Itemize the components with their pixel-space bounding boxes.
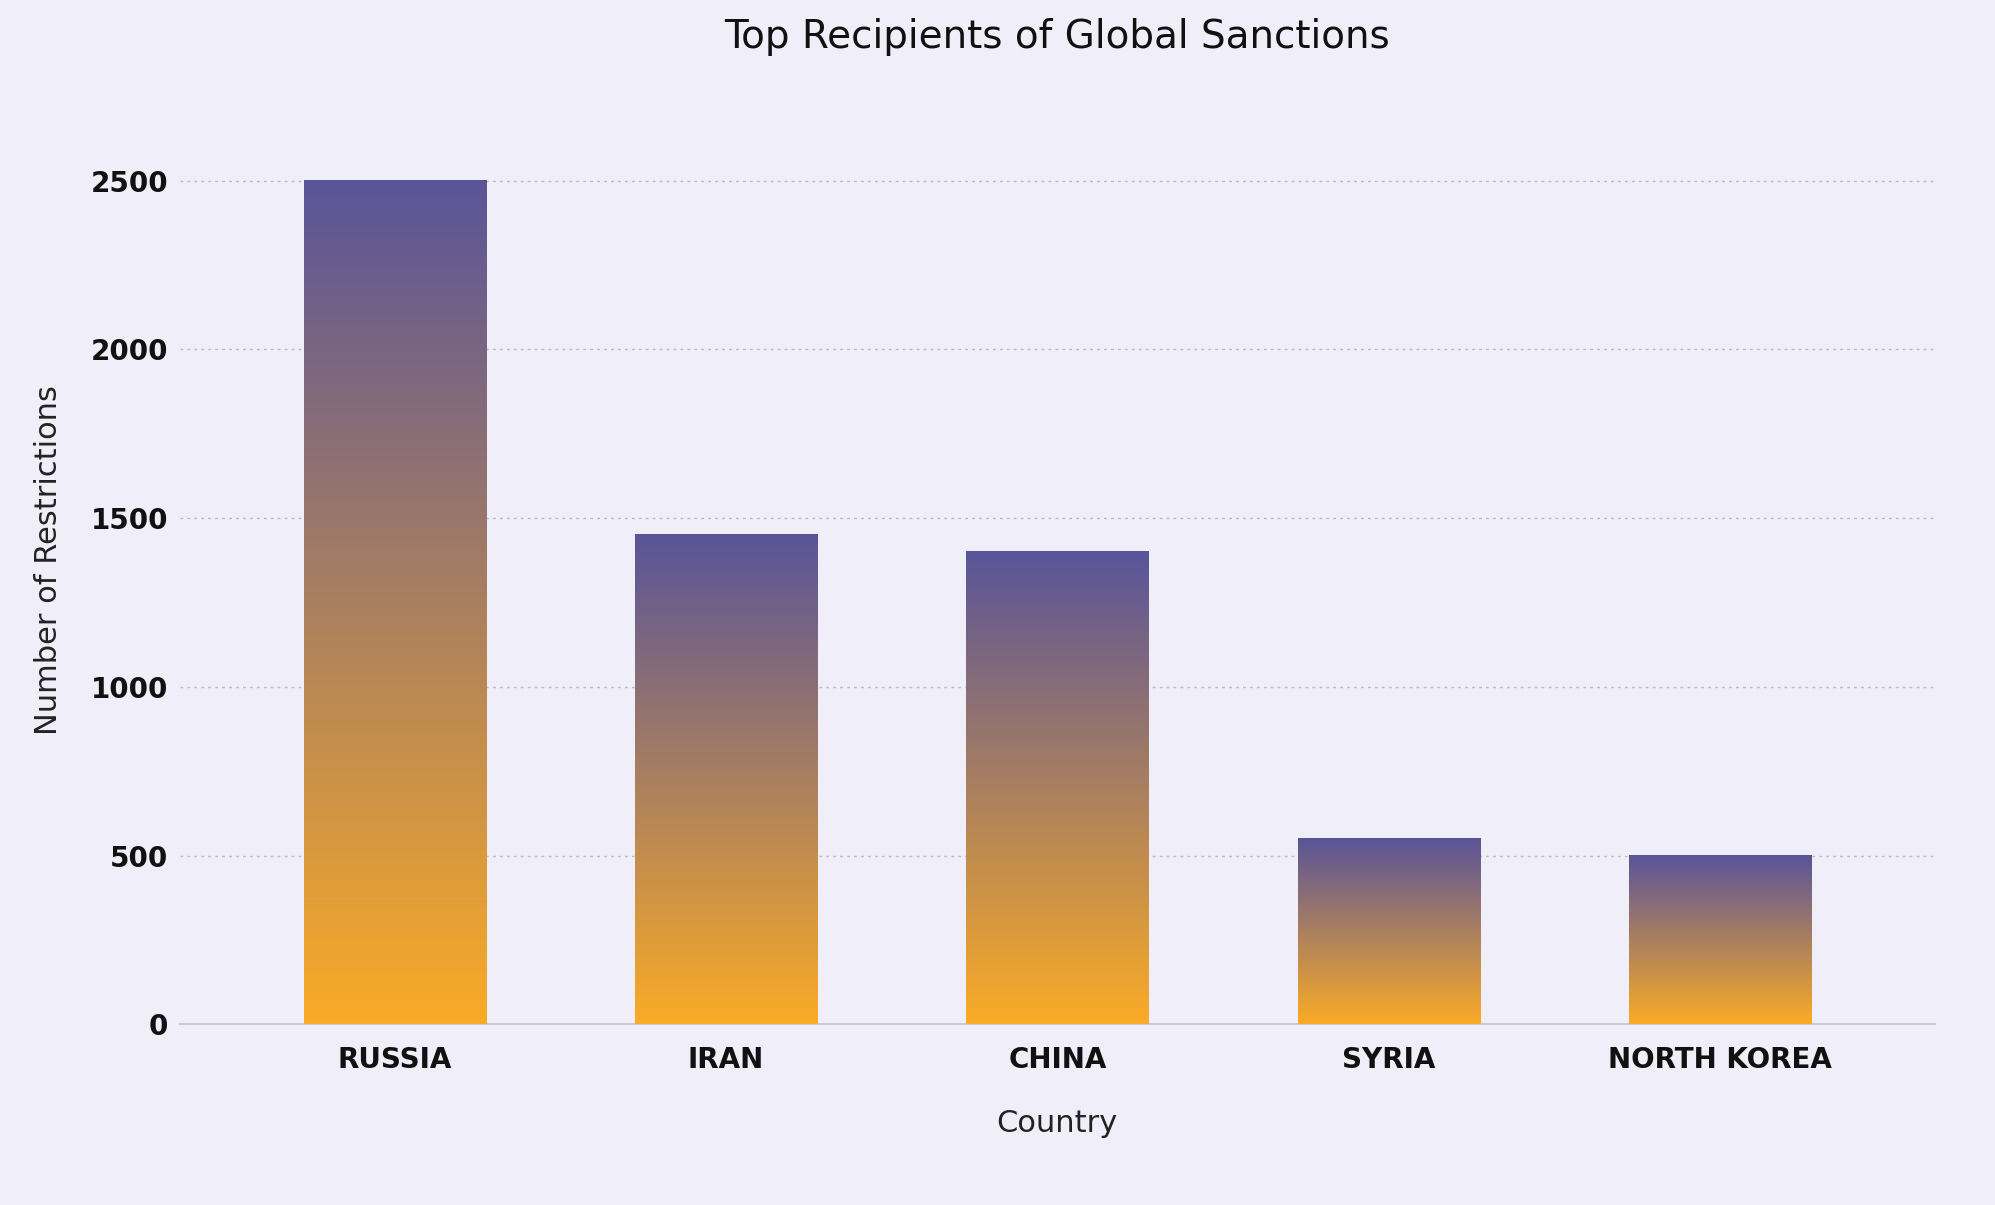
X-axis label: Country: Country xyxy=(998,1109,1117,1139)
Y-axis label: Number of Restrictions: Number of Restrictions xyxy=(34,386,64,735)
Title: Top Recipients of Global Sanctions: Top Recipients of Global Sanctions xyxy=(724,18,1391,55)
